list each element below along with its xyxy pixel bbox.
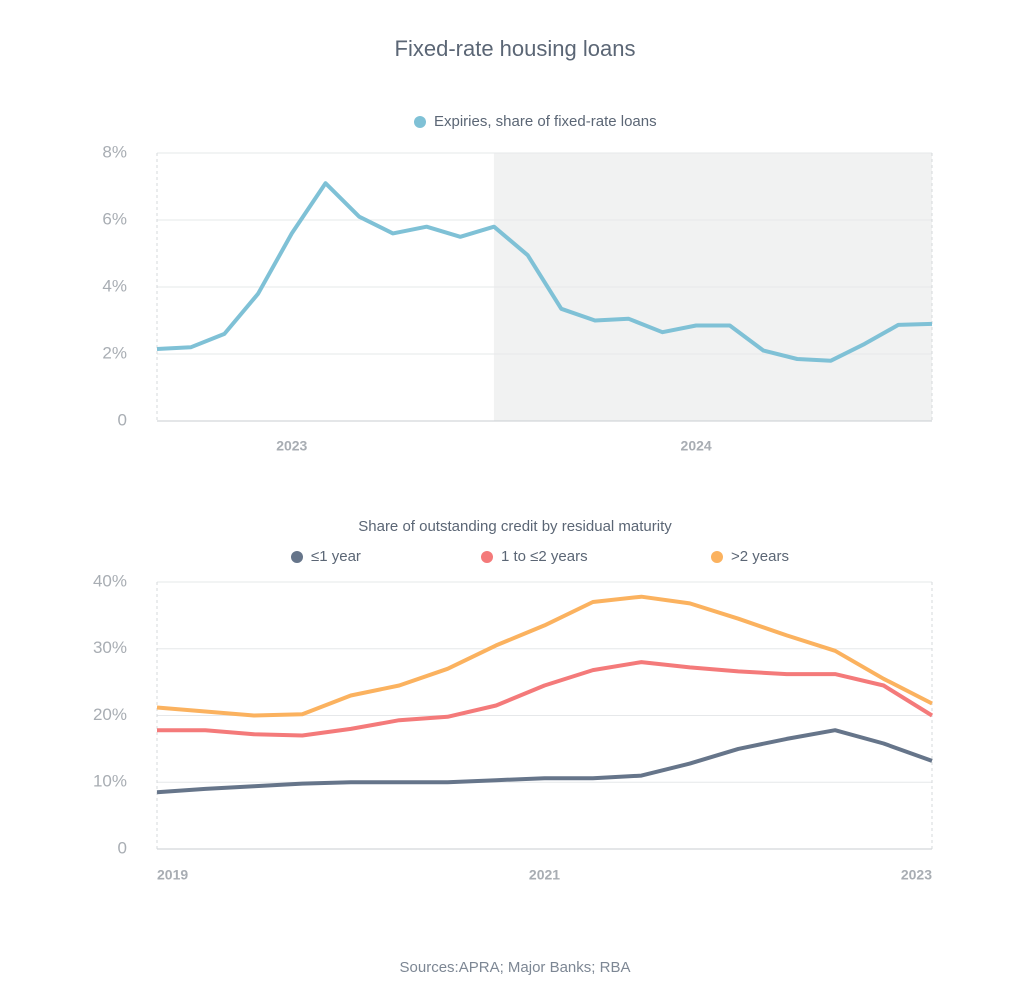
x-tick-label: 2023 [276,438,307,454]
legend-marker [711,551,723,563]
legend-label: Expiries, share of fixed-rate loans [434,113,657,130]
y-tick-label: 8% [102,142,127,161]
data-line [156,181,933,363]
legend-marker [291,551,303,563]
x-tick-label: 2019 [157,867,188,883]
x-tick-label: 2023 [901,867,932,883]
legend-label: ≤1 year [311,548,361,565]
legend-label: 1 to ≤2 years [501,548,588,565]
y-tick-label: 30% [93,638,127,657]
legend-marker [481,551,493,563]
subtitle: Share of outstanding credit by residual … [358,518,672,535]
chart-title: Fixed-rate housing loans [395,36,636,61]
data-line [157,660,934,738]
x-tick-label: 2021 [529,867,560,883]
y-tick-label: 40% [93,571,127,590]
data-line [156,728,933,795]
y-tick-label: 20% [93,705,127,724]
y-tick-label: 10% [93,772,127,791]
y-tick-label: 6% [102,209,127,228]
legend-label: >2 years [731,548,789,565]
y-tick-label: 4% [102,276,127,295]
y-tick-label: 0 [118,838,127,857]
legend-marker [414,116,426,128]
data-line [156,594,933,718]
source: Sources:APRA; Major Banks; RBA [400,959,631,976]
y-tick-label: 2% [102,343,127,362]
x-tick-label: 2024 [681,438,712,454]
y-tick-label: 0 [118,410,127,429]
